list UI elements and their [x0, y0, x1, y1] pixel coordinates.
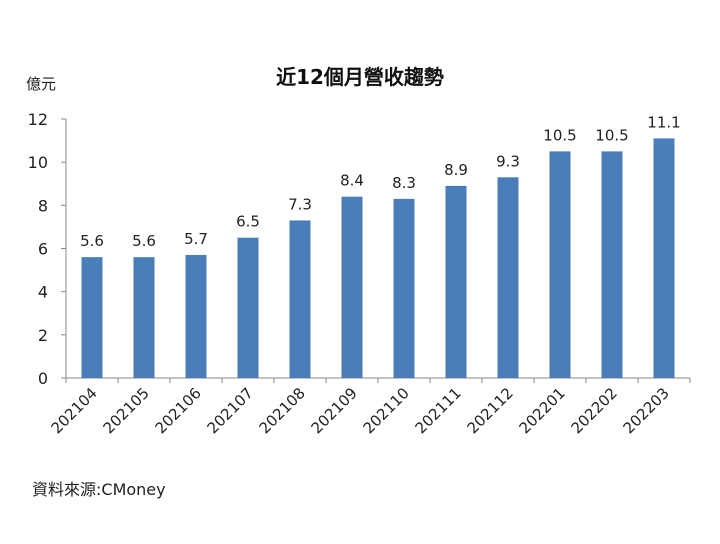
data-label: 5.6 [132, 232, 156, 250]
data-label: 6.5 [236, 213, 260, 231]
x-tick-label: 202109 [308, 384, 361, 437]
bar [601, 151, 623, 378]
y-tick-label: 6 [38, 240, 48, 259]
x-tick-label: 202202 [568, 384, 621, 437]
bar [341, 196, 363, 378]
data-label: 10.5 [543, 126, 576, 144]
y-tick-label: 0 [38, 369, 48, 388]
data-label: 9.3 [496, 152, 520, 170]
bar [237, 237, 259, 378]
data-label: 5.6 [80, 232, 104, 250]
data-label: 8.9 [444, 161, 468, 179]
data-label: 5.7 [184, 230, 208, 248]
data-label: 7.3 [288, 195, 312, 213]
x-tick-label: 202108 [256, 384, 309, 437]
bar [185, 254, 207, 378]
x-tick-label: 202112 [464, 384, 517, 437]
x-tick-label: 202107 [204, 384, 257, 437]
bar [393, 198, 415, 378]
y-tick-label: 2 [38, 326, 48, 345]
chart-title: 近12個月營收趨勢 [276, 65, 444, 89]
data-label: 8.4 [340, 172, 364, 190]
source-note: 資料來源:CMoney [32, 480, 166, 499]
x-tick-label: 202111 [412, 384, 465, 437]
bar [289, 220, 311, 378]
bar [549, 151, 571, 378]
x-tick-label: 202203 [620, 384, 673, 437]
x-tick-label: 202105 [100, 384, 153, 437]
bar [445, 185, 467, 378]
y-tick-label: 10 [28, 153, 48, 172]
y-tick-label: 12 [28, 110, 48, 129]
data-label: 11.1 [647, 113, 680, 131]
bar [653, 138, 675, 378]
x-tick-label: 202110 [360, 384, 413, 437]
plot-area: 0 2 4 6 8 10 12 5.6 202104 5.6 202105 5.7 202106 6.5 2… [28, 110, 691, 437]
x-tick-label: 202201 [516, 384, 569, 437]
y-tick-label: 8 [38, 196, 48, 215]
bar [133, 257, 155, 378]
bar [81, 257, 103, 378]
y-tick-label: 4 [38, 283, 48, 302]
y-axis-unit-label: 億元 [26, 75, 56, 93]
x-tick-label: 202106 [152, 384, 205, 437]
data-label: 8.3 [392, 174, 416, 192]
data-label: 10.5 [595, 126, 628, 144]
x-tick-label: 202104 [48, 384, 101, 437]
bar [497, 177, 519, 378]
